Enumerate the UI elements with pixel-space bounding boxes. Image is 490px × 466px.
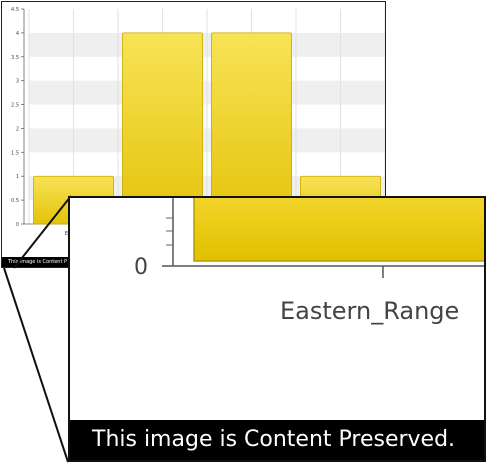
y-tick-label: 1 [16,174,19,180]
y-tick-label: 2 [16,126,19,132]
y-tick-label: 3 [16,79,19,85]
y-tick-label: 4.5 [11,7,19,13]
zoom-zero-label: 0 [134,255,148,280]
y-tick-label: 0 [16,222,19,228]
y-tick-label: 4 [16,31,19,37]
zoomed-chart: 0 Eastern_Range [134,198,484,325]
y-tick-label: 0.5 [11,198,19,204]
y-tick-label: 3.5 [11,55,19,61]
y-tick-label: 2.5 [11,103,19,109]
y-tick-label: 1.5 [11,150,19,156]
zoom-bar [193,198,484,262]
zoom-inset: 0 Eastern_Range This image is Content Pr… [68,196,486,462]
zoom-category-label: Eastern_Range [280,297,459,325]
zoom-caption: This image is Content Preserved. [70,420,484,460]
